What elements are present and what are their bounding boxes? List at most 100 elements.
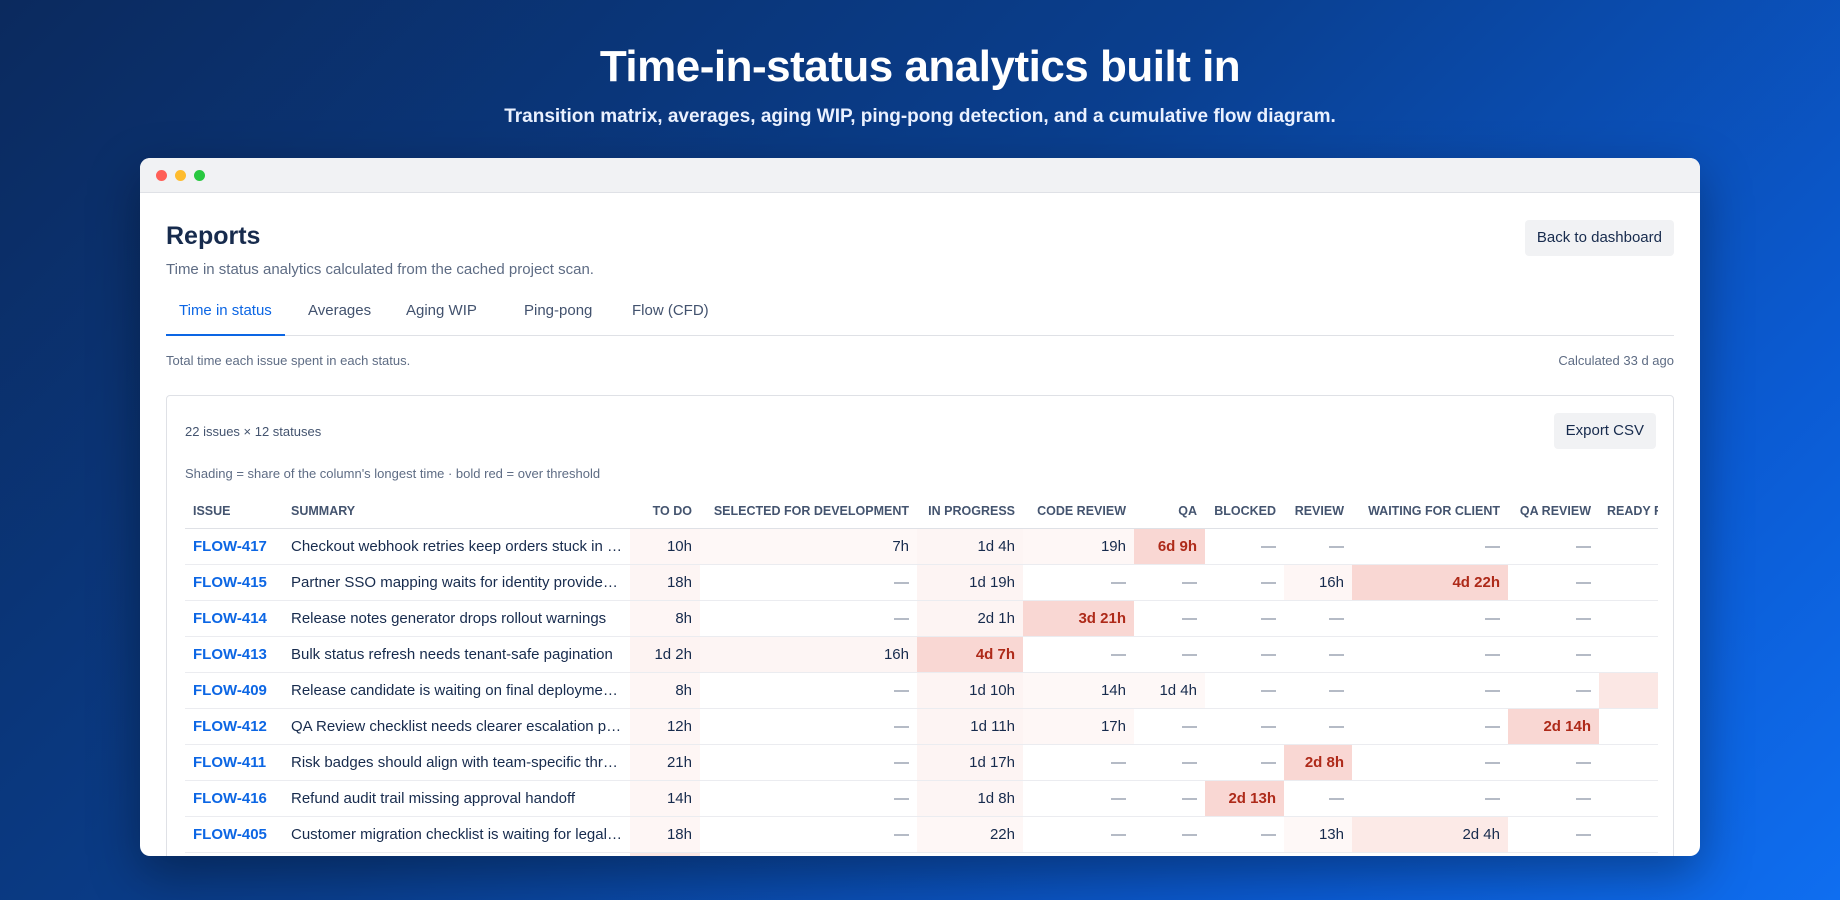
status-time-cell: 12h	[630, 708, 700, 745]
time-in-status-table-scroll[interactable]: ISSUE SUMMARY TO DO SELECTED FOR DEVELOP…	[185, 494, 1658, 856]
issue-key-link[interactable]: FLOW-415	[185, 564, 283, 601]
tab-time-in-status[interactable]: Time in status	[166, 295, 285, 336]
status-time-cell: 8h	[630, 600, 700, 637]
status-time-cell: —	[1205, 600, 1284, 637]
window-titlebar	[140, 158, 1700, 193]
table-row[interactable]: FLOW-411 Risk badges should align with te…	[185, 744, 1658, 781]
report-tabs: Time in status Averages Aging WIP Ping-p…	[166, 295, 1674, 336]
status-time-cell: —	[1352, 744, 1508, 781]
status-time-cell: —	[1023, 780, 1134, 817]
column-header[interactable]: SUMMARY	[283, 494, 630, 529]
table-row[interactable]: FLOW-409 Release candidate is waiting on …	[185, 672, 1658, 709]
minimize-window-icon[interactable]	[175, 170, 186, 181]
tab-averages[interactable]: Averages	[308, 302, 372, 319]
issue-key-link[interactable]: FLOW-411	[185, 744, 283, 781]
status-time-cell: 2d 4h	[1352, 816, 1508, 853]
column-header[interactable]: CODE REVIEW	[1023, 494, 1134, 529]
issue-key-link[interactable]: FLOW-417	[185, 528, 283, 565]
issue-summary: Release notes generator drops rollout wa…	[283, 600, 630, 637]
status-time-cell: 1d 4h	[917, 528, 1023, 565]
status-time-cell: —	[1134, 780, 1205, 817]
tab-aging-wip[interactable]: Aging WIP	[406, 302, 477, 319]
status-time-cell: 16h	[1284, 564, 1352, 601]
status-time-cell: —	[1352, 672, 1508, 709]
page-title: Reports	[166, 222, 261, 250]
issue-summary: Refund audit trail missing approval hand…	[283, 780, 630, 817]
column-header[interactable]: QA REVIEW	[1508, 494, 1599, 529]
status-time-cell: —	[1508, 780, 1599, 817]
status-time-cell: —	[1134, 600, 1205, 637]
status-time-cell: —	[1205, 708, 1284, 745]
issue-key-link[interactable]: FLOW-409	[185, 672, 283, 709]
issue-key-link[interactable]: FLOW-413	[185, 636, 283, 673]
status-time-cell: 2d 13h	[1205, 780, 1284, 817]
status-time-cell	[630, 852, 700, 856]
status-time-cell: —	[1508, 672, 1599, 709]
tab-flow-cfd[interactable]: Flow (CFD)	[632, 302, 709, 319]
column-header[interactable]: IN PROGRESS	[917, 494, 1023, 529]
column-header[interactable]: REVIEW	[1284, 494, 1352, 529]
table-row[interactable]: FLOW-412 QA Review checklist needs cleare…	[185, 708, 1658, 745]
hero-title: Time-in-status analytics built in	[599, 42, 1241, 91]
issue-key-link[interactable]	[185, 852, 283, 856]
status-time-cell: —	[1205, 744, 1284, 781]
issue-summary	[283, 852, 630, 856]
status-time-cell: 14h	[1023, 672, 1134, 709]
status-time-cell: —	[1134, 744, 1205, 781]
status-time-cell: 13h	[1284, 816, 1352, 853]
status-time-cell: —	[1205, 672, 1284, 709]
status-time-cell: —	[700, 564, 917, 601]
issue-status-count: 22 issues × 12 statuses	[185, 424, 322, 439]
status-time-cell: 17h	[1023, 708, 1134, 745]
export-csv-button[interactable]: Export CSV	[1553, 413, 1656, 449]
status-time-cell	[1134, 852, 1205, 856]
column-header[interactable]: BLOCKED	[1205, 494, 1284, 529]
table-row[interactable]: FLOW-405 Customer migration checklist is …	[185, 816, 1658, 853]
column-header[interactable]: READY FOR RELEASE	[1599, 494, 1658, 529]
status-time-cell: —	[1352, 600, 1508, 637]
table-body: FLOW-417 Checkout webhook retries keep or…	[185, 528, 1658, 856]
table-row[interactable]: FLOW-417 Checkout webhook retries keep or…	[185, 528, 1658, 565]
close-window-icon[interactable]	[156, 170, 167, 181]
status-time-cell: —	[1205, 636, 1284, 673]
status-time-cell: 4d 22h	[1352, 564, 1508, 601]
column-header[interactable]: TO DO	[630, 494, 700, 529]
status-time-cell	[1599, 600, 1658, 637]
status-time-cell	[1599, 672, 1658, 709]
status-time-cell: 22h	[917, 816, 1023, 853]
status-time-cell: 1d 17h	[917, 744, 1023, 781]
table-row[interactable]: FLOW-416 Refund audit trail missing appro…	[185, 780, 1658, 817]
back-to-dashboard-button[interactable]: Back to dashboard	[1524, 220, 1674, 256]
status-time-cell: —	[1508, 528, 1599, 565]
issue-key-link[interactable]: FLOW-405	[185, 816, 283, 853]
hero-subtitle: Transition matrix, averages, aging WIP, …	[504, 106, 1336, 127]
column-header[interactable]: QA	[1134, 494, 1205, 529]
table-row[interactable]	[185, 852, 1658, 856]
issue-key-link[interactable]: FLOW-416	[185, 780, 283, 817]
status-time-cell: —	[1205, 816, 1284, 853]
status-time-cell: —	[1023, 636, 1134, 673]
status-time-cell: —	[700, 744, 917, 781]
issue-key-link[interactable]: FLOW-412	[185, 708, 283, 745]
table-row[interactable]: FLOW-413 Bulk status refresh needs tenant…	[185, 636, 1658, 673]
issue-summary: QA Review checklist needs clearer escala…	[283, 708, 630, 745]
column-header[interactable]: ISSUE	[185, 494, 283, 529]
status-time-cell: 1d 4h	[1134, 672, 1205, 709]
issue-summary: Risk badges should align with team-speci…	[283, 744, 630, 781]
issue-summary: Release candidate is waiting on final de…	[283, 672, 630, 709]
maximize-window-icon[interactable]	[194, 170, 205, 181]
status-time-cell	[1599, 636, 1658, 673]
table-row[interactable]: FLOW-414 Release notes generator drops ro…	[185, 600, 1658, 637]
table-row[interactable]: FLOW-415 Partner SSO mapping waits for id…	[185, 564, 1658, 601]
column-header[interactable]: WAITING FOR CLIENT	[1352, 494, 1508, 529]
status-time-cell: —	[1134, 636, 1205, 673]
tab-ping-pong[interactable]: Ping-pong	[524, 302, 593, 319]
status-time-cell: 2d 14h	[1508, 708, 1599, 745]
status-time-cell: 3d 21h	[1023, 600, 1134, 637]
status-time-cell	[1599, 528, 1658, 565]
table-header-row: ISSUE SUMMARY TO DO SELECTED FOR DEVELOP…	[185, 494, 1658, 529]
issue-key-link[interactable]: FLOW-414	[185, 600, 283, 637]
column-header[interactable]: SELECTED FOR DEVELOPMENT	[700, 494, 917, 529]
status-time-cell	[1599, 708, 1658, 745]
issue-summary: Checkout webhook retries keep orders stu…	[283, 528, 630, 565]
